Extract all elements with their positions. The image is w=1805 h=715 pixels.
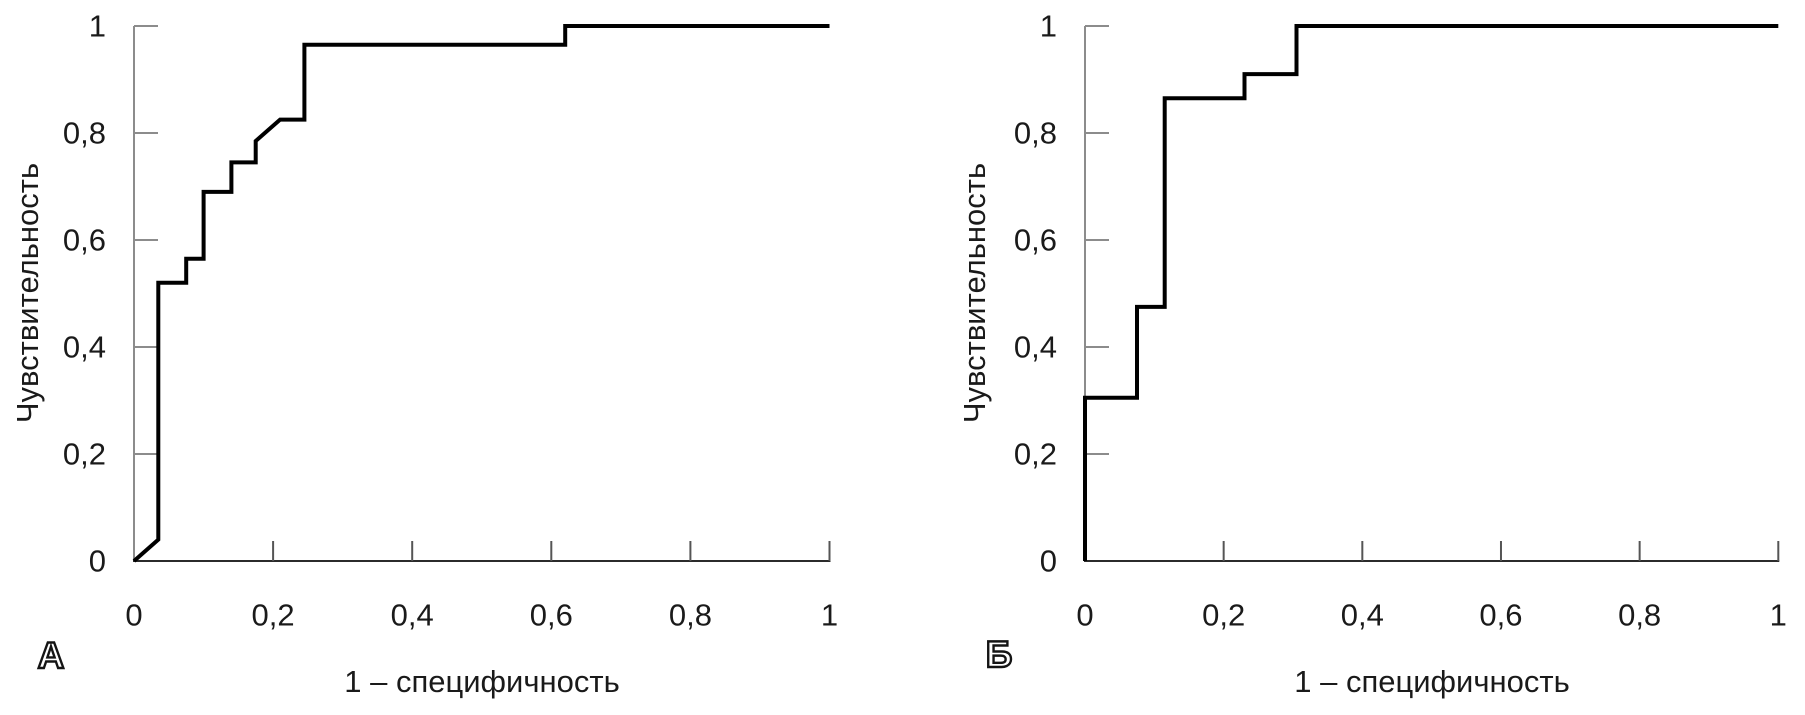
x-tick-label: 0,2 xyxy=(252,598,295,633)
y-tick-label: 1 xyxy=(1040,9,1057,44)
roc-panel-b: 0 0,2 0,4 0,6 0,8 1 0 0,2 0,4 0,6 0,8 1 xyxy=(1014,9,1787,633)
roc-curve xyxy=(1083,24,1779,561)
x-axis-label-b: 1 – специфичность xyxy=(1294,664,1570,699)
x-tick-label: 1 xyxy=(821,598,838,633)
y-tick-label: 0,8 xyxy=(1014,116,1057,151)
y-tick-label: 0,6 xyxy=(1014,223,1057,258)
x-tick-label: 0 xyxy=(125,598,142,633)
y-tick-label: 0 xyxy=(89,544,106,579)
y-tick-label: 0,2 xyxy=(63,437,106,472)
x-tick-label: 0,4 xyxy=(1341,598,1384,633)
x-tick-label: 0,6 xyxy=(1479,598,1522,633)
x-tick-label: 1 xyxy=(1770,598,1787,633)
y-tick-label: 0,8 xyxy=(63,116,106,151)
y-axis-label-a: Чувствительность xyxy=(10,162,45,424)
y-tick-label: 0,2 xyxy=(1014,437,1057,472)
x-tick-label: 0,8 xyxy=(1618,598,1661,633)
x-tick-label: 0,6 xyxy=(530,598,573,633)
roc-curve xyxy=(132,24,830,563)
y-tick-label: 0,4 xyxy=(63,330,106,365)
y-tick-label: 1 xyxy=(89,9,106,44)
x-tick-label: 0,8 xyxy=(669,598,712,633)
x-tick-label: 0,4 xyxy=(391,598,434,633)
x-axis-label-a: 1 – специфичность xyxy=(344,664,620,699)
panel-letter-a: А xyxy=(36,634,65,677)
panel-letter-b: Б xyxy=(985,633,1014,676)
y-tick-label: 0,6 xyxy=(63,223,106,258)
x-tick-label: 0 xyxy=(1076,598,1093,633)
y-axis-label-b: Чувствительность xyxy=(957,162,992,424)
x-tick-label: 0,2 xyxy=(1202,598,1245,633)
y-tick-label: 0 xyxy=(1040,544,1057,579)
y-tick-label: 0,4 xyxy=(1014,330,1057,365)
roc-panel-a: 0 0,2 0,4 0,6 0,8 1 0 0,2 0,4 0,6 0,8 1 xyxy=(63,9,838,633)
